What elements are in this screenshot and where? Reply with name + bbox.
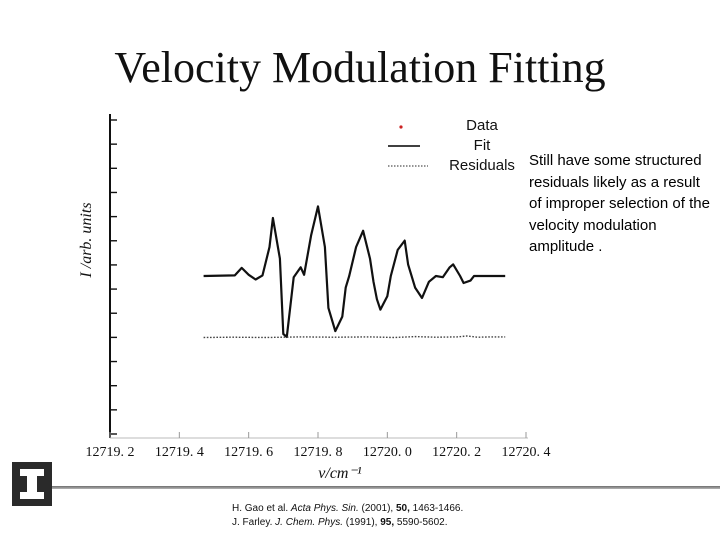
x-tick-label: 12719. 8: [294, 445, 343, 460]
series-residuals-line: [203, 335, 506, 339]
ref-authors: H. Gao et al.: [232, 503, 289, 514]
legend-label: Data: [466, 117, 498, 134]
y-axis-label: I /arb. units: [78, 202, 95, 278]
x-tick-label: 12719. 6: [224, 445, 273, 460]
ref-year: (1991),: [345, 517, 378, 528]
x-tick-label: 12720. 4: [502, 445, 551, 460]
slide-title: Velocity Modulation Fitting: [114, 43, 606, 92]
ref-pages: 5590-5602.: [396, 517, 448, 528]
ref-volume: 50,: [395, 503, 410, 514]
series-fit-line: [203, 205, 506, 338]
x-tick-label: 12720. 2: [432, 445, 481, 460]
ref-volume: 95,: [380, 517, 395, 528]
reference-2: J. Farley. J. Chem. Phys. (1991), 95, 55…: [232, 516, 463, 530]
references: H. Gao et al. Acta Phys. Sin. (2001), 50…: [232, 502, 463, 530]
ref-journal: Acta Phys. Sin.: [290, 503, 359, 514]
ref-pages: 1463-1466.: [412, 503, 464, 514]
legend-label: Fit: [474, 137, 491, 154]
x-tick-label: 12719. 4: [155, 445, 204, 460]
x-tick-label: 12719. 2: [86, 445, 135, 460]
footer-bar: [50, 486, 720, 489]
legend-swatch-data: [399, 125, 403, 129]
legend-label: Residuals: [449, 157, 515, 174]
chart-series-layer: [203, 205, 506, 339]
ref-year: (2001),: [361, 503, 394, 514]
ref-journal: J. Chem. Phys.: [275, 517, 343, 528]
x-axis-label: ν/cm⁻¹: [318, 465, 362, 482]
illinois-block-i-icon: [12, 462, 52, 506]
reference-1: H. Gao et al. Acta Phys. Sin. (2001), 50…: [232, 502, 463, 516]
chart-legend: Data Fit Residuals: [388, 117, 515, 174]
ref-authors: J. Farley.: [232, 517, 273, 528]
chart-axes: 12719. 2 12719. 4 12719. 6 12719. 8 12720. 0…: [86, 114, 551, 460]
x-tick-label: 12720. 0: [363, 445, 412, 460]
caption-text: Still have some structured residuals lik…: [529, 152, 710, 255]
